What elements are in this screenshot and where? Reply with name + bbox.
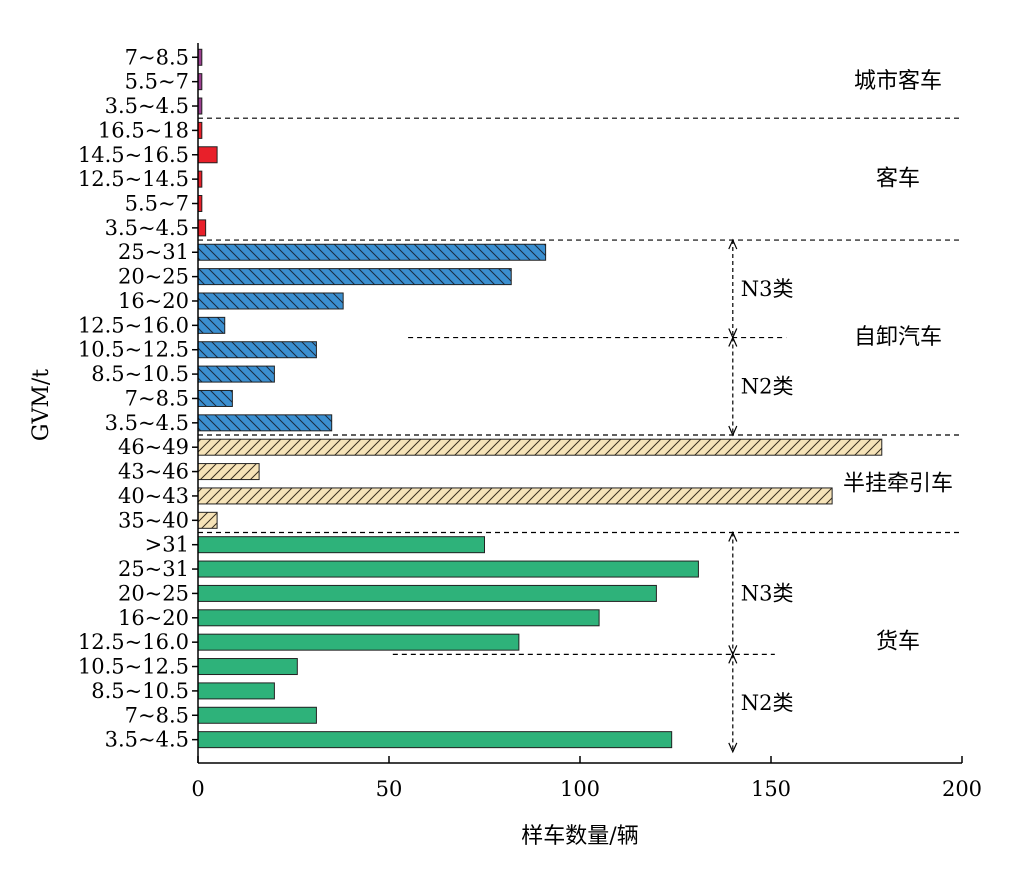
bar[interactable] [198, 366, 274, 382]
y-tick-label: 43~46 [118, 460, 189, 484]
y-tick-label: 16.5~18 [98, 118, 189, 142]
bar[interactable] [198, 342, 316, 358]
y-tick-label: 3.5~4.5 [105, 216, 189, 240]
bar[interactable] [198, 683, 274, 699]
bar[interactable] [198, 269, 511, 285]
x-tick-label: 150 [751, 777, 791, 801]
y-tick-label: 3.5~4.5 [105, 94, 189, 118]
bar[interactable] [198, 512, 217, 528]
bar[interactable] [198, 634, 519, 650]
y-tick-label: 46~49 [118, 435, 189, 459]
bar[interactable] [198, 390, 232, 406]
y-tick-label: 16~20 [118, 606, 189, 630]
y-tick-label: 5.5~7 [125, 192, 189, 216]
x-tick-label: 100 [560, 777, 600, 801]
bar[interactable] [198, 659, 297, 675]
subgroup-label: N2类 [741, 374, 794, 398]
y-tick-label: 16~20 [118, 289, 189, 313]
y-tick-label: 20~25 [118, 581, 189, 605]
group-label: 半挂牵引车 [843, 471, 953, 496]
bar[interactable] [198, 537, 485, 553]
y-axis-label: GVM/t [29, 369, 54, 441]
bar[interactable] [198, 585, 656, 601]
bar[interactable] [198, 147, 217, 163]
bar-chart: 7~8.55.5~73.5~4.5城市客车16.5~1814.5~16.512.… [0, 0, 1015, 871]
bar[interactable] [198, 707, 316, 723]
subgroup-label: N3类 [741, 581, 794, 605]
y-tick-label: 20~25 [118, 265, 189, 289]
bar[interactable] [198, 317, 225, 333]
bar[interactable] [198, 220, 206, 236]
y-tick-label: 25~31 [118, 557, 189, 581]
y-tick-label: 7~8.5 [125, 45, 189, 69]
y-tick-label: 3.5~4.5 [105, 411, 189, 435]
group-label: 客车 [876, 167, 920, 192]
bar[interactable] [198, 488, 832, 504]
y-tick-label: 8.5~10.5 [91, 362, 189, 386]
y-tick-label: 35~40 [118, 508, 189, 532]
y-tick-label: 7~8.5 [125, 386, 189, 410]
y-tick-label: 12.5~16.0 [78, 630, 189, 654]
subgroup-label: N3类 [741, 277, 794, 301]
y-tick-label: 40~43 [118, 484, 189, 508]
x-tick-label: 200 [942, 777, 982, 801]
y-tick-label: 10.5~12.5 [78, 338, 189, 362]
group-label: 城市客车 [854, 69, 942, 94]
subgroup-label: N2类 [741, 691, 794, 715]
y-tick-label: 14.5~16.5 [78, 143, 189, 167]
bar[interactable] [198, 293, 343, 309]
y-tick-label: >31 [145, 533, 189, 557]
y-tick-label: 3.5~4.5 [105, 728, 189, 752]
bar[interactable] [198, 610, 599, 626]
y-tick-label: 12.5~16.0 [78, 313, 189, 337]
bar[interactable] [198, 732, 672, 748]
bar[interactable] [198, 244, 546, 260]
y-tick-label: 10.5~12.5 [78, 655, 189, 679]
y-tick-label: 12.5~14.5 [78, 167, 189, 191]
bar[interactable] [198, 415, 332, 431]
x-axis-label: 样车数量/辆 [521, 824, 638, 849]
y-tick-label: 7~8.5 [125, 703, 189, 727]
x-tick-label: 50 [376, 777, 403, 801]
y-tick-label: 5.5~7 [125, 70, 189, 94]
bar[interactable] [198, 464, 259, 480]
bar[interactable] [198, 561, 698, 577]
bar[interactable] [198, 439, 882, 455]
group-label: 自卸汽车 [854, 325, 942, 350]
y-tick-label: 8.5~10.5 [91, 679, 189, 703]
group-label: 货车 [876, 630, 920, 655]
y-tick-label: 25~31 [118, 240, 189, 264]
x-tick-label: 0 [191, 777, 204, 801]
